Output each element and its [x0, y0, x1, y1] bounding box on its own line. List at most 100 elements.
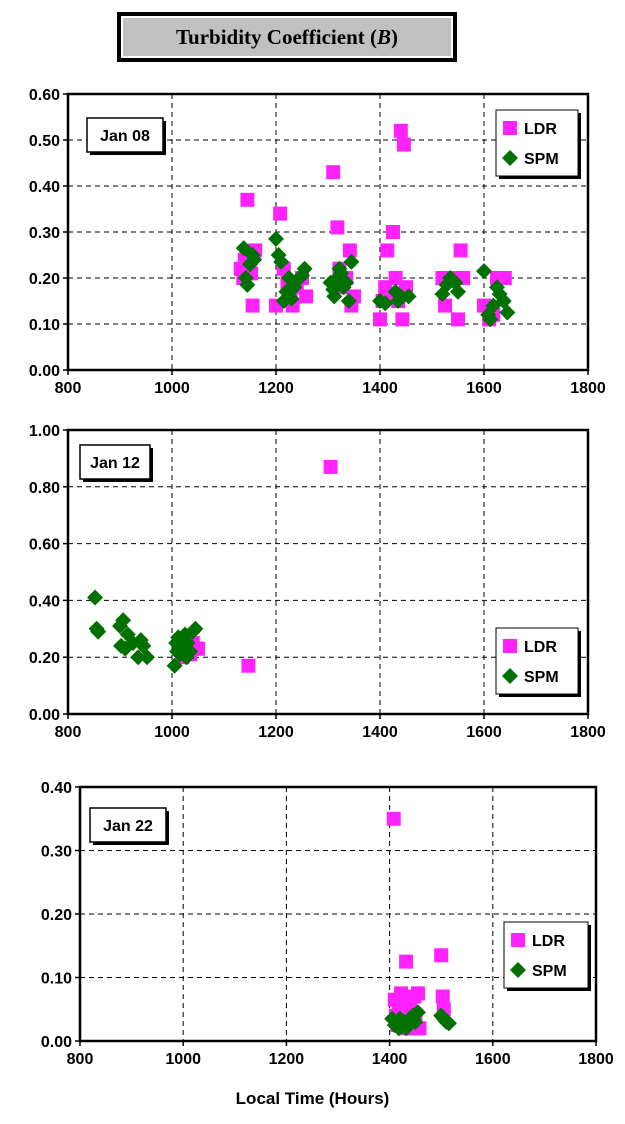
y-tick-label: 0.20	[29, 650, 60, 667]
data-point-spm	[166, 657, 183, 674]
x-tick-label: 1600	[466, 724, 502, 741]
y-tick-label: 1.00	[29, 423, 60, 440]
data-point-ldr	[326, 165, 341, 180]
data-point-spm	[246, 251, 263, 268]
data-point-spm	[182, 643, 199, 660]
legend-label-spm: SPM	[524, 669, 559, 686]
data-point-spm	[115, 612, 132, 629]
x-tick-label: 1600	[466, 380, 502, 397]
data-point-ldr	[299, 289, 314, 304]
data-point-spm	[90, 623, 107, 640]
data-point-ldr	[399, 954, 414, 969]
data-point-ldr	[240, 192, 255, 207]
data-point-spm	[476, 263, 492, 280]
data-point-ldr	[241, 658, 256, 673]
chart-title-frame: Turbidity Coefficient (B)	[120, 15, 454, 59]
legend-marker-ldr	[511, 933, 525, 947]
x-tick-label: 1800	[570, 724, 606, 741]
chart-title-symbol: B	[377, 24, 392, 49]
y-tick-label: 0.20	[29, 271, 60, 288]
legend-marker-ldr	[503, 639, 517, 653]
chart-title-box: Turbidity Coefficient (B)	[117, 12, 457, 62]
data-point-ldr	[386, 811, 401, 826]
y-tick-label: 0.00	[29, 707, 60, 724]
data-point-spm	[130, 649, 147, 666]
x-tick-label: 1000	[154, 380, 190, 397]
panel-label-box	[89, 807, 167, 843]
y-tick-label: 0.00	[41, 1034, 72, 1051]
legend-label-ldr: LDR	[532, 933, 565, 950]
plot-frame	[66, 428, 590, 716]
data-point-spm	[268, 230, 284, 247]
y-tick-label: 0.50	[29, 133, 60, 150]
data-point-spm	[338, 274, 355, 291]
chart-panel-3: 800 1000 1200 1400 1600 1800 0.00 0.10 0.20 0.30 0…	[41, 780, 614, 1068]
data-point-spm	[400, 288, 417, 305]
data-point-ldr	[342, 243, 357, 258]
y-tick-label: 0.80	[29, 480, 60, 497]
y-tick-label: 0.60	[29, 537, 60, 554]
panel-label-box	[79, 444, 151, 480]
data-point-spm	[340, 293, 357, 309]
data-point-ldr	[386, 225, 400, 239]
panel-date-label: Jan 08	[100, 128, 150, 145]
data-point-ldr	[396, 137, 411, 152]
data-point-ldr	[435, 989, 450, 1004]
legend-label-ldr: LDR	[524, 639, 557, 656]
data-point-ldr	[245, 298, 260, 313]
data-point-spm	[440, 1015, 457, 1032]
x-tick-label: 1200	[258, 380, 294, 397]
plot-frame	[66, 92, 590, 372]
data-point-ldr	[451, 312, 465, 327]
data-point-spm	[187, 620, 204, 637]
legend-marker-ldr	[503, 121, 517, 135]
panel-label-box	[86, 117, 164, 153]
data-point-ldr	[393, 123, 408, 138]
data-point-ldr	[380, 243, 395, 258]
y-tick-label: 0.00	[29, 363, 60, 380]
data-point-spm	[499, 304, 516, 321]
x-tick-label: 1200	[269, 1051, 305, 1068]
data-point-spm	[409, 1004, 426, 1021]
chart-title-close: )	[391, 24, 399, 49]
data-point-spm	[450, 283, 466, 300]
x-axis-label: Local Time (Hours)	[235, 1089, 390, 1108]
legend-label-spm: SPM	[524, 151, 559, 168]
data-point-spm	[273, 253, 290, 270]
x-tick-label: 800	[67, 1051, 94, 1068]
data-point-spm	[283, 290, 300, 307]
x-tick-label: 1600	[475, 1051, 511, 1068]
legend-marker-spm	[510, 962, 526, 978]
panel-date-label: Jan 12	[90, 455, 140, 472]
x-tick-label: 1800	[578, 1051, 614, 1068]
data-point-spm	[377, 295, 394, 312]
x-tick-label: 1400	[362, 380, 398, 397]
data-point-spm	[482, 311, 499, 328]
chart-panel-1: 800 1000 1200 1400 1600 1800 0.00 0.10 0.20 0.30 0…	[29, 87, 606, 397]
data-point-ldr	[438, 298, 452, 313]
y-tick-label: 0.40	[41, 780, 72, 797]
x-tick-label: 800	[55, 724, 82, 741]
data-point-spm	[326, 288, 343, 305]
data-point-ldr	[410, 986, 425, 1001]
plot-frame	[78, 785, 598, 1043]
chart-panel-2: 800 1000 1200 1400 1600 1800 0.00 0.20 0.40 0.60 0…	[29, 423, 606, 741]
data-point-spm	[296, 260, 313, 277]
data-point-ldr	[497, 271, 512, 285]
x-tick-label: 1400	[372, 1051, 408, 1068]
y-tick-label: 0.60	[29, 87, 60, 104]
y-tick-label: 0.30	[41, 844, 72, 861]
data-point-ldr	[453, 243, 468, 258]
x-tick-label: 1000	[165, 1051, 201, 1068]
x-tick-label: 1000	[154, 724, 190, 741]
data-point-spm	[139, 649, 156, 666]
y-tick-label: 0.40	[29, 593, 60, 610]
y-tick-label: 0.20	[41, 907, 72, 924]
x-tick-label: 1200	[258, 724, 294, 741]
legend-label-spm: SPM	[532, 963, 567, 980]
x-tick-label: 1400	[362, 724, 398, 741]
x-tick-label: 800	[55, 380, 82, 397]
y-tick-label: 0.10	[41, 971, 72, 988]
y-tick-label: 0.30	[29, 225, 60, 242]
